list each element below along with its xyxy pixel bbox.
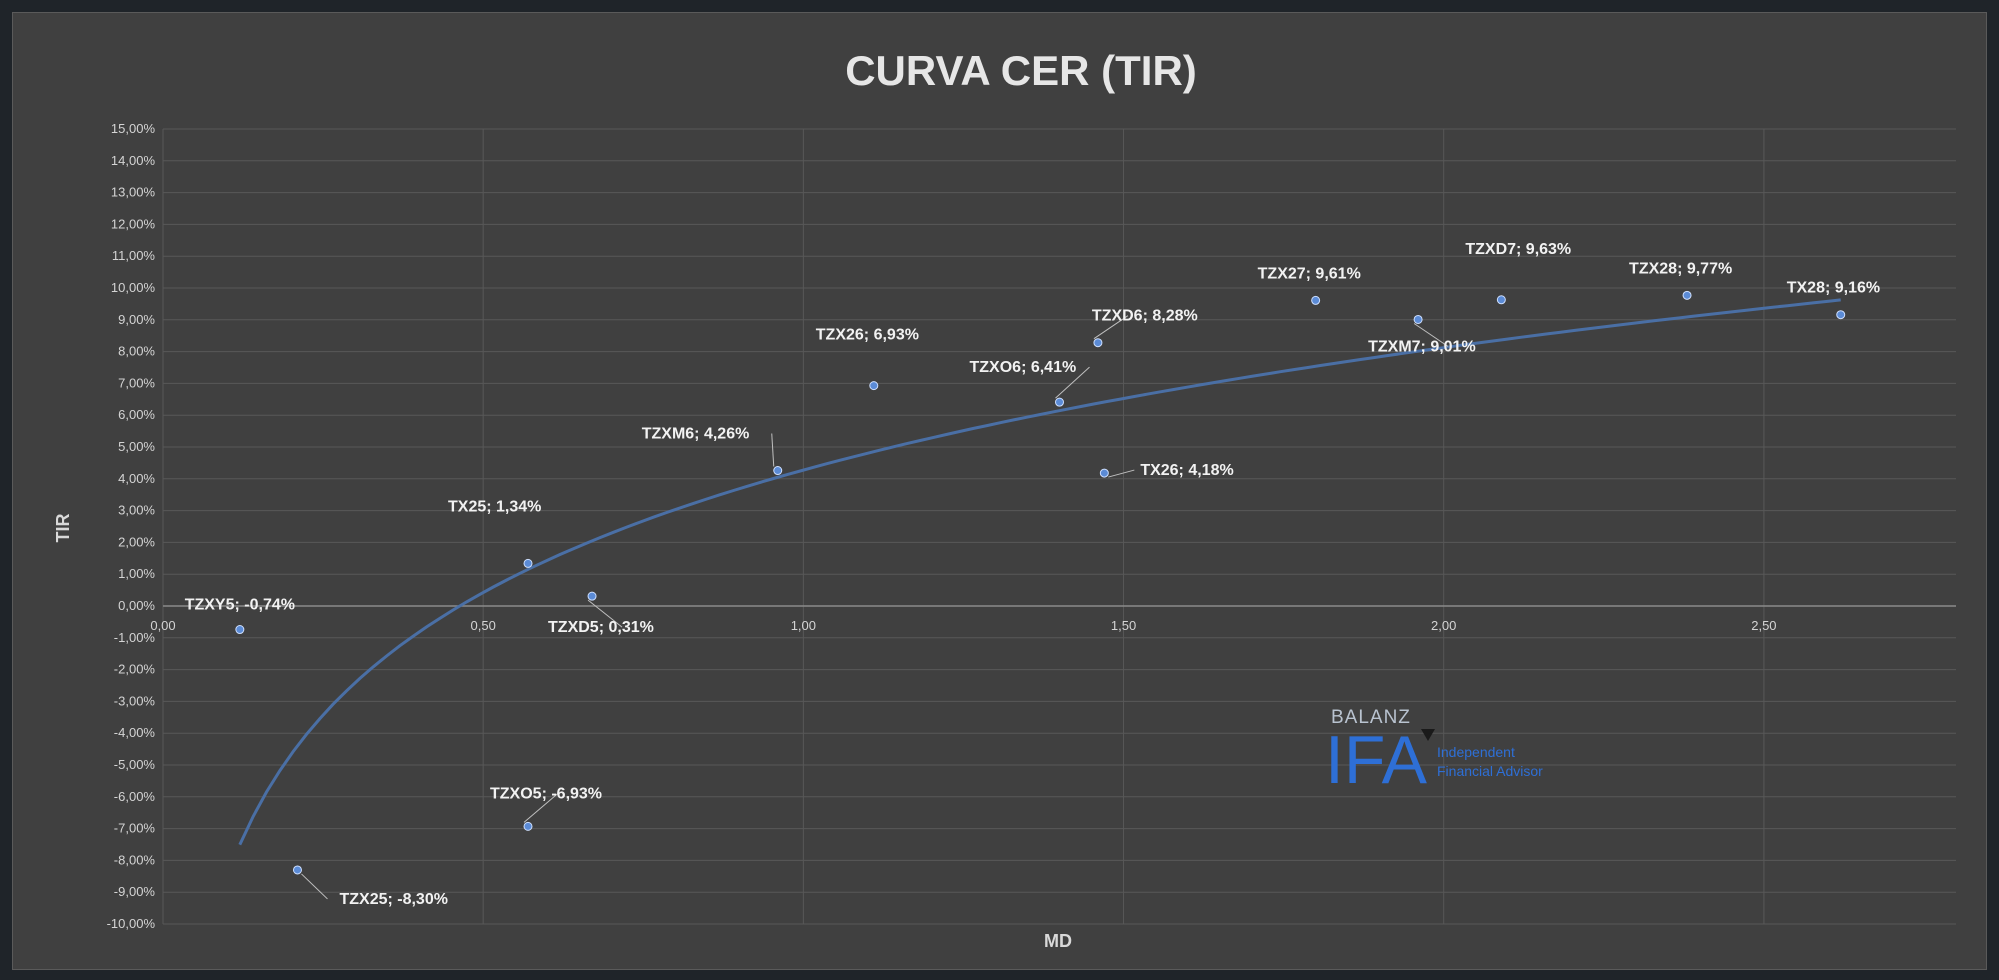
data-point-tx28 (1836, 310, 1846, 320)
leader-line (587, 599, 623, 628)
data-point-tzxm6 (773, 466, 783, 476)
y-tick-label: 11,00% (112, 248, 156, 263)
leader-line (301, 873, 328, 900)
data-point-tzx25 (292, 865, 302, 875)
logo-subtitle-line2: Financial Advisor (1437, 763, 1543, 779)
y-tick-label: 10,00% (111, 280, 156, 295)
y-tick-label: -8,00% (114, 852, 156, 867)
data-point-tzxo6 (1055, 397, 1064, 407)
x-axis-title: MD (1044, 931, 1072, 951)
y-tick-label: 12,00% (111, 216, 156, 231)
x-tick-label: 1,00 (791, 618, 816, 633)
data-point-tzxy5 (235, 625, 245, 635)
y-tick-label: -4,00% (114, 725, 156, 740)
y-tick-label: 4,00% (118, 471, 155, 486)
chart-container: CURVA CER (TIR) 15,00% 14,00% 13,00% 12,00%… (12, 12, 1987, 970)
y-tick-label: 14,00% (111, 153, 156, 168)
trendline-layer (238, 298, 1841, 846)
axes: 15,00% 14,00% 13,00% 12,00% 11,00% 10,00% 9,00… (107, 121, 1956, 931)
x-tick-label: 0,00 (150, 618, 175, 633)
y-tick-label: -10,00% (107, 916, 156, 931)
y-tick-label: 9,00% (118, 312, 155, 327)
data-label-tzx28: TZX28; 9,77% (1629, 260, 1732, 277)
y-tick-label: 3,00% (118, 503, 155, 518)
leader-line (1108, 469, 1135, 478)
leader-line (1055, 366, 1090, 399)
y-tick-label: 0,00% (118, 598, 155, 613)
data-point-tzxd6 (1093, 338, 1103, 348)
y-tick-label: -3,00% (114, 693, 156, 708)
data-point-tzx27 (1311, 295, 1321, 305)
data-point-tx26 (1099, 468, 1109, 478)
y-tick-label: -7,00% (114, 821, 156, 836)
data-label-tzx26: TZX26; 6,93% (816, 327, 919, 344)
y-tick-label: 7,00% (118, 375, 155, 390)
data-label-tzxm6: TZXM6; 4,26% (642, 426, 750, 443)
y-tick-label: 6,00% (118, 407, 155, 422)
data-point-tx25 (523, 558, 533, 568)
y-tick-label: 2,00% (118, 534, 155, 549)
data-label-tzxd7: TZXD7; 9,63% (1465, 241, 1571, 258)
y-tick-label: -1,00% (114, 630, 156, 645)
data-label-tx25: TX25; 1,34% (448, 498, 541, 515)
y-tick-label: 5,00% (118, 439, 155, 454)
leader-line (523, 792, 559, 823)
data-point-tzxm7 (1413, 314, 1423, 324)
leader-line (771, 433, 775, 467)
data-point-tzx26 (869, 381, 879, 391)
y-tick-label: -9,00% (114, 884, 156, 899)
y-tick-label: 15,00% (111, 121, 156, 136)
trendline (238, 298, 1841, 846)
y-tick-label: 13,00% (111, 185, 156, 200)
data-label-tzx27: TZX27; 9,61% (1258, 265, 1361, 282)
data-label-tx26: TX26; 4,18% (1140, 462, 1233, 479)
data-points (235, 290, 1846, 875)
y-tick-label: 1,00% (118, 566, 155, 581)
chart-title: CURVA CER (TIR) (845, 47, 1197, 94)
data-point-tzx28 (1682, 290, 1692, 300)
data-label-tx28: TX28; 9,16% (1787, 280, 1880, 297)
balanz-ifa-logo: BALANZ IFA Independent Financial Advisor (1325, 707, 1543, 798)
data-label-tzxy5: TZXY5; -0,74% (185, 597, 295, 614)
data-label-tzxd5: TZXD5; 0,31% (548, 619, 654, 636)
y-tick-label: -6,00% (114, 789, 156, 804)
logo-triangle-icon (1421, 729, 1435, 741)
data-label-tzxo6: TZXO6; 6,41% (970, 359, 1077, 376)
leader-line (1093, 315, 1129, 340)
logo-brand-small: BALANZ (1331, 707, 1411, 728)
logo-brand-big: IFA (1325, 722, 1428, 798)
data-point-tzxd7 (1496, 295, 1506, 305)
data-point-tzxo5 (523, 821, 533, 831)
y-tick-label: 8,00% (118, 344, 155, 359)
x-tick-label: 0,50 (471, 618, 496, 633)
x-tick-label: 2,00 (1431, 618, 1456, 633)
logo-subtitle-line1: Independent (1437, 744, 1515, 760)
data-label-tzxo5: TZXO5; -6,93% (490, 785, 602, 802)
leader-line (1413, 323, 1449, 347)
data-labels: TZXY5; -0,74% TZX25; -8,30% TZXO5; -6,93% T… (185, 241, 1880, 908)
y-tick-label: -5,00% (114, 757, 156, 772)
y-tick-label: -2,00% (114, 662, 156, 677)
x-tick-label: 2,50 (1751, 618, 1776, 633)
x-tick-label: 1,50 (1111, 618, 1136, 633)
data-label-tzx25: TZX25; -8,30% (339, 891, 447, 908)
grid-lines (162, 128, 1956, 925)
y-axis-title: TIR (53, 514, 73, 543)
scatter-chart: CURVA CER (TIR) 15,00% 14,00% 13,00% 12,00%… (53, 47, 1956, 951)
data-label-tzxd6: TZXD6; 8,28% (1092, 308, 1198, 325)
data-point-tzxd5 (587, 591, 597, 601)
data-label-tzxm7: TZXM7; 9,01% (1368, 338, 1476, 355)
